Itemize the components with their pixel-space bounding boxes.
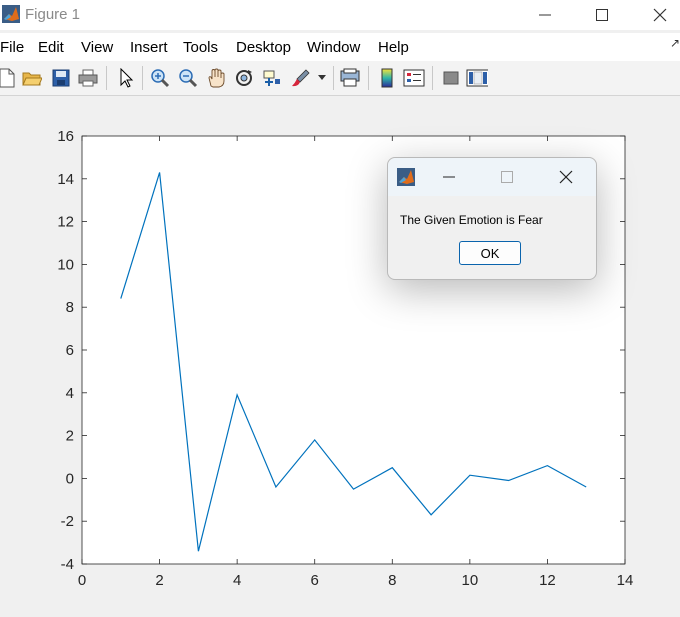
menu-bar: File Edit View Insert Tools Desktop Wind…: [0, 33, 680, 61]
message-dialog: The Given Emotion is Fear OK: [387, 157, 597, 280]
data-cursor-icon[interactable]: [261, 67, 283, 89]
y-tick-label: 10: [57, 256, 74, 273]
toolbar-separator: [106, 66, 107, 90]
menu-overflow-arrow-icon[interactable]: ↗: [669, 36, 680, 50]
menu-insert[interactable]: Insert: [130, 39, 168, 56]
x-tick-label: 6: [311, 572, 319, 589]
pointer-icon[interactable]: [115, 67, 137, 89]
maximize-icon: [596, 9, 608, 21]
toolbar-separator: [333, 66, 334, 90]
menu-window[interactable]: Window: [307, 39, 361, 56]
x-tick-label: 12: [539, 572, 556, 589]
maximize-button[interactable]: [579, 0, 625, 30]
open-file-icon[interactable]: [21, 67, 43, 89]
menu-file[interactable]: File: [0, 39, 25, 56]
y-tick-label: 8: [66, 299, 74, 316]
menu-edit[interactable]: Edit: [38, 39, 64, 56]
dialog-title-bar: [388, 158, 596, 196]
pan-hand-icon[interactable]: [205, 67, 227, 89]
minimize-button[interactable]: [522, 0, 568, 30]
new-figure-icon[interactable]: [0, 67, 18, 89]
toolbar-separator: [142, 66, 143, 90]
brush-dropdown-chevron-down-icon[interactable]: [316, 67, 328, 89]
dialog-message: The Given Emotion is Fear: [400, 213, 543, 227]
y-tick-label: -4: [61, 556, 74, 573]
x-tick-label: 2: [155, 572, 163, 589]
y-tick-label: 16: [57, 128, 74, 145]
toolbar-separator: [368, 66, 369, 90]
data-line-series: [120, 172, 587, 552]
maximize-icon: [501, 171, 513, 183]
toolbar-separator: [432, 66, 433, 90]
x-tick-label: 4: [233, 572, 241, 589]
matlab-logo-icon: [397, 168, 415, 186]
brush-icon[interactable]: [290, 67, 312, 89]
y-tick-label: 2: [66, 428, 74, 445]
menu-help[interactable]: Help: [378, 39, 409, 56]
legend-icon[interactable]: [403, 67, 425, 89]
y-tick-label: -2: [61, 513, 74, 530]
y-tick-label: 0: [66, 470, 74, 487]
menu-tools[interactable]: Tools: [183, 39, 219, 56]
menu-view[interactable]: View: [81, 39, 114, 56]
ok-button[interactable]: OK: [459, 241, 521, 265]
minimize-icon: [443, 176, 455, 178]
rotate-3d-icon[interactable]: [233, 67, 255, 89]
close-icon: [653, 8, 667, 22]
close-icon: [559, 170, 573, 184]
print-preview-icon[interactable]: [339, 67, 361, 89]
zoom-out-icon[interactable]: [177, 67, 199, 89]
x-tick-label: 14: [617, 572, 634, 589]
colorbar-icon[interactable]: [376, 67, 398, 89]
save-icon[interactable]: [50, 67, 72, 89]
minimize-icon: [539, 14, 551, 16]
dialog-maximize-button: [495, 165, 519, 189]
window-title: Figure 1: [25, 6, 81, 23]
y-tick-label: 12: [57, 214, 74, 231]
y-tick-label: 14: [57, 171, 74, 188]
dialog-close-button[interactable]: [554, 165, 578, 189]
x-tick-label: 10: [462, 572, 479, 589]
figure-toolbar: [0, 61, 680, 96]
y-tick-label: 6: [66, 342, 74, 359]
hide-plot-tools-icon[interactable]: [440, 67, 462, 89]
matlab-logo-icon: [2, 5, 20, 23]
show-plot-tools-icon[interactable]: [466, 67, 488, 89]
title-bar: Figure 1: [0, 0, 680, 30]
menu-desktop[interactable]: Desktop: [236, 39, 292, 56]
y-tick-label: 4: [66, 385, 74, 402]
dialog-minimize-button[interactable]: [437, 165, 461, 189]
print-icon[interactable]: [77, 67, 99, 89]
x-tick-label: 8: [388, 572, 396, 589]
x-tick-label: 0: [78, 572, 86, 589]
close-button[interactable]: [637, 0, 680, 30]
zoom-in-icon[interactable]: [149, 67, 171, 89]
